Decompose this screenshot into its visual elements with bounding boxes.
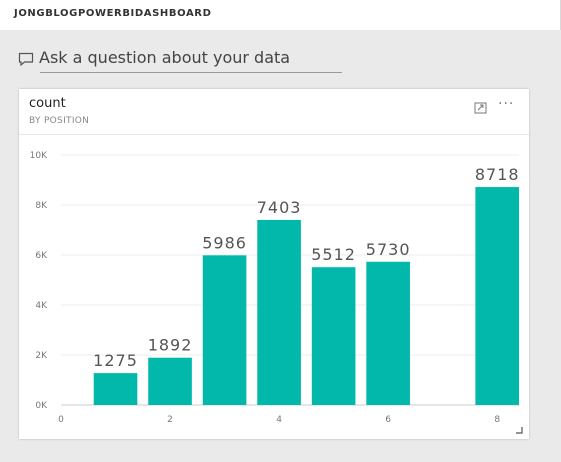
data-label: 1275 <box>93 351 138 370</box>
data-label: 5986 <box>202 233 247 252</box>
dashboard-title: JONGBLOGPOWERBIDASHBOARD <box>14 8 212 19</box>
bar-chart: 0K 2K 4K 6K 8K 10K 0 2 4 6 8 1275 1892 5986 7403 5512 57… <box>30 151 520 425</box>
chart-tile[interactable]: count BY POSITION ··· 0K 2K 4K 6K 8K 10K 0 2 4 6 8… <box>19 89 529 439</box>
y-tick-label: 0K <box>35 401 48 411</box>
x-tick-label: 2 <box>167 415 173 425</box>
x-tick-label: 6 <box>385 415 391 425</box>
chat-bubble-icon <box>18 52 34 67</box>
resize-handle-icon[interactable] <box>515 426 523 434</box>
y-tick-label: 4K <box>35 301 48 311</box>
bar <box>93 373 138 405</box>
y-tick-label: 6K <box>35 251 48 261</box>
bar <box>311 267 356 405</box>
qa-underline <box>40 72 342 73</box>
data-label: 8718 <box>475 165 520 184</box>
dashboard-header: JONGBLOGPOWERBIDASHBOARD <box>0 0 561 30</box>
y-tick-label: 8K <box>35 201 48 211</box>
x-tick-label: 4 <box>276 415 282 425</box>
bar <box>366 261 410 405</box>
tile-divider <box>19 134 529 135</box>
tile-title: count <box>29 96 66 111</box>
qa-input[interactable]: Ask a question about your data <box>39 48 291 67</box>
qa-box[interactable]: Ask a question about your data <box>18 48 344 74</box>
data-label: 7403 <box>257 198 302 217</box>
bar <box>257 219 301 405</box>
y-tick-label: 2K <box>35 351 48 361</box>
y-tick-label: 10K <box>30 151 48 161</box>
data-label: 1892 <box>148 336 193 355</box>
x-tick-label: 0 <box>58 415 64 425</box>
x-tick-label: 8 <box>494 415 500 425</box>
data-label: 5512 <box>311 245 356 264</box>
focus-mode-icon[interactable] <box>474 101 488 115</box>
tile-subtitle: BY POSITION <box>29 116 90 126</box>
bar <box>202 255 247 405</box>
more-options-icon[interactable]: ··· <box>498 96 515 112</box>
bar <box>148 357 192 405</box>
bar <box>475 187 519 405</box>
data-label: 5730 <box>366 240 411 259</box>
